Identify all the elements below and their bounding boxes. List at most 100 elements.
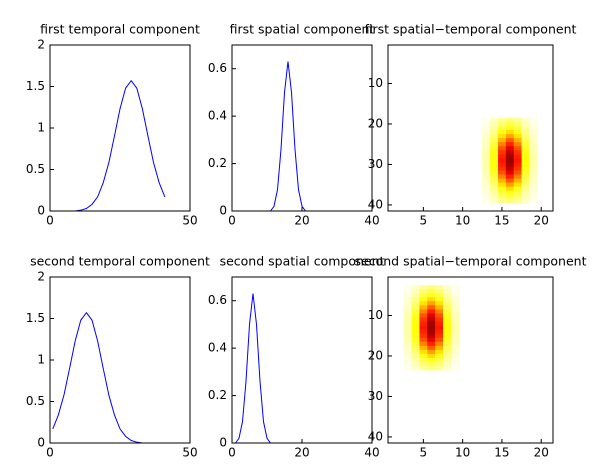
x-tick-label: 15 [494,446,509,460]
heatmap-cell [490,194,499,200]
heatmap-cell [505,142,515,147]
heatmap-cell [529,182,538,188]
heatmap-cell [427,345,436,351]
heatmap-cell [498,190,507,196]
x-tick-label: 20 [534,446,549,460]
heatmap-cell [498,150,507,155]
x-tick-label: 20 [534,214,549,228]
heatmap-cell [450,341,460,347]
heatmap-cell [411,362,420,367]
heatmap-cell [443,353,452,359]
heatmap-cell [403,325,412,330]
y-tick-label: 1 [37,353,45,367]
heatmap-cell [435,353,444,359]
axes-box [49,44,191,212]
heatmap-cell [505,146,515,151]
heatmap-cell [419,353,428,359]
heatmap-cell [529,121,538,127]
heatmap-cell [529,138,538,143]
heatmap-cell [411,366,420,371]
y-tick-label: 0.6 [208,293,227,307]
heatmap-cell [505,134,515,139]
y-tick-label: 0.6 [208,61,227,75]
heatmap-cell [513,146,522,151]
heatmap-cell [513,182,522,188]
subplot-title: first spatial−temporal component [365,22,577,37]
subplot-title: first temporal component [40,22,200,37]
y-tick-label: 2 [37,38,45,52]
heatmap-cell [505,125,515,131]
heatmap-cell [521,125,530,131]
heatmap-cell [490,134,499,139]
heatmap-cell [505,162,515,167]
heatmap-cell [529,162,538,167]
heatmap-cell [435,366,444,371]
heatmap-cell [498,154,507,159]
heatmap-cell [490,130,499,135]
axes-background [50,277,190,443]
heatmap-cell [450,289,460,294]
heatmap-cell [403,301,412,306]
heatmap-cell [443,313,452,318]
heatmap-cell [529,170,538,175]
heatmap-cell [427,357,436,363]
heatmap-cell [505,170,515,175]
heatmap-cell [435,325,444,330]
heatmap-cell [450,345,460,351]
axes-box [387,276,554,444]
heatmap-cell [427,349,436,355]
heatmap-cell [513,130,522,135]
heatmap-cell [427,317,436,322]
heatmap-cell [443,366,452,371]
heatmap-cell [443,289,452,294]
heatmap-cell [513,117,522,123]
heatmap-cell [435,313,444,318]
heatmap-cell [427,285,436,290]
heatmap-cell [419,301,428,306]
heatmap-cell [435,289,444,294]
heatmap-cell [513,198,522,204]
axes-background [232,277,372,443]
axes-box [387,44,554,212]
heatmap-cell [419,285,428,290]
heatmap-cell [411,285,420,290]
heatmap-cell [403,321,412,326]
heatmap-cell [403,349,412,355]
heatmap-cell [450,353,460,359]
heatmap-cell [427,321,436,326]
heatmap-cell [435,333,444,339]
heatmap-cell [529,142,538,147]
heatmap-cell [435,293,444,298]
heatmap-cell [490,174,499,179]
heatmap-cell [498,142,507,147]
heatmap-cell [513,138,522,143]
y-tick-label: 2 [37,270,45,284]
heatmap-cell [505,166,515,171]
axes-box [49,276,191,444]
heatmap-cell [482,158,491,163]
heatmap-cell [482,166,491,171]
heatmap-cell [521,138,530,143]
heatmap-cell [443,325,452,330]
heatmap-cell [450,357,460,363]
heatmap-cell [411,333,420,339]
heatmap-cell [435,317,444,322]
heatmap-cell [427,362,436,367]
y-tick-label: 0.5 [26,162,45,176]
y-tick-label: 1.5 [26,79,45,93]
heatmap-cell [411,353,420,359]
heatmap-cell [505,150,515,155]
heatmap-cell [443,317,452,322]
heatmap-cell [403,293,412,298]
heatmap-cell [411,345,420,351]
y-tick-label: 10 [368,308,383,322]
heatmap-cell [505,190,515,196]
heatmap-cell [450,301,460,306]
heatmap-cell [498,125,507,131]
heatmap-cell [505,117,515,123]
x-tick-label: 0 [228,446,236,460]
axes-background [50,45,190,211]
heatmap-cell [427,341,436,347]
heatmap-cell [419,321,428,326]
heatmap-cell [482,117,491,123]
